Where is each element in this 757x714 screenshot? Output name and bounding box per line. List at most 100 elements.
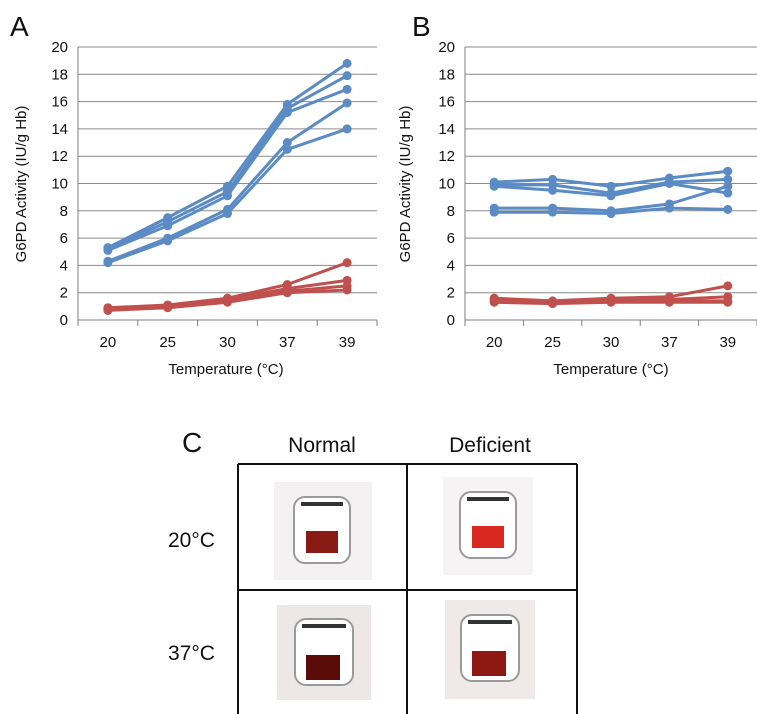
y-tick-label: 8 [60, 203, 68, 220]
x-tick-label: 20 [100, 334, 117, 351]
y-tick-label: 2 [447, 285, 455, 302]
x-tick-label: 30 [219, 334, 236, 351]
y-tick-label: 14 [51, 121, 68, 138]
chart-a-axes [77, 47, 378, 326]
y-tick-label: 10 [438, 176, 455, 193]
normal-data-point [282, 138, 292, 148]
y-tick-label: 2 [60, 285, 68, 302]
normal-data-point [163, 236, 173, 246]
x-tick-label: 37 [279, 334, 296, 351]
x-tick-label: 39 [339, 334, 356, 351]
x-tick-label: 25 [159, 334, 176, 351]
deficient-data-point [163, 303, 173, 313]
reagent-well [472, 526, 504, 548]
normal-data-point [342, 124, 352, 134]
reagent-well [306, 655, 340, 680]
normal-data-point [163, 221, 173, 231]
deficient-data-point [548, 299, 558, 309]
grid-lines [237, 463, 578, 714]
x-tick-label: 30 [603, 334, 620, 351]
row-label-37c: 37°C [168, 642, 215, 665]
col-header-deficient: Deficient [449, 434, 531, 457]
x-tick-label: 20 [486, 334, 503, 351]
test-card-deficient-20c [443, 477, 533, 575]
deficient-data-point [489, 297, 499, 307]
normal-data-point [548, 185, 558, 195]
normal-data-point [723, 204, 733, 214]
normal-data-point [548, 207, 558, 217]
chart-b: 0 2 4 6 8 10 12 14 16 18 20 20 25 30 37 39 Temperature… [397, 39, 757, 378]
test-card-normal-20c [274, 482, 372, 580]
deficient-data-point [103, 305, 113, 315]
normal-data-point [606, 209, 616, 219]
y-tick-label: 0 [60, 312, 68, 329]
normal-data-point [723, 166, 733, 176]
normal-data-point [282, 108, 292, 118]
normal-data-point [342, 58, 352, 68]
y-tick-label: 18 [51, 66, 68, 83]
normal-data-point [723, 174, 733, 184]
row-label-20c: 20°C [168, 529, 215, 552]
y-tick-label: 8 [447, 203, 455, 220]
deficient-data-point [342, 285, 352, 295]
deficient-data-point [723, 297, 733, 307]
panel-c-letter: C [182, 427, 202, 458]
normal-series-line [107, 87, 348, 252]
chart-a-y-ticks: 0 2 4 6 8 10 12 14 16 18 20 [51, 39, 68, 329]
x-tick-label: 37 [661, 334, 678, 351]
col-header-normal: Normal [288, 434, 356, 457]
normal-series-line [107, 62, 348, 250]
normal-data-point [664, 203, 674, 213]
normal-data-point [223, 191, 232, 201]
test-card-deficient-37c [445, 600, 535, 699]
deficient-data-point [664, 297, 674, 307]
y-tick-label: 4 [447, 257, 455, 274]
y-tick-label: 16 [438, 94, 455, 111]
y-tick-label: 18 [438, 66, 455, 83]
normal-data-point [723, 181, 733, 191]
chart-a: 0 2 4 6 8 10 12 14 16 18 20 20 25 30 37 39 Temperature… [13, 39, 378, 378]
chart-b-series [489, 166, 733, 309]
y-tick-label: 6 [447, 230, 455, 247]
panel-c-test-grid: Normal Deficient 20°C 37°C [168, 434, 578, 714]
y-tick-label: 10 [51, 176, 68, 193]
chart-a-series [103, 58, 352, 315]
x-tick-label: 39 [719, 334, 736, 351]
deficient-data-point [223, 297, 232, 307]
chart-a-y-label: G6PD Activity (IU/g Hb) [13, 106, 30, 263]
chart-a-x-label: Temperature (°C) [168, 361, 283, 378]
y-tick-label: 14 [438, 121, 455, 138]
chart-b-x-ticks: 20 25 30 37 39 [486, 334, 736, 351]
normal-data-point [664, 179, 674, 188]
y-tick-label: 6 [60, 230, 68, 247]
chart-a-x-ticks: 20 25 30 37 39 [100, 334, 356, 351]
panel-b-letter: B [412, 11, 431, 42]
deficient-data-point [282, 288, 292, 298]
deficient-data-point [723, 281, 733, 291]
deficient-data-point [342, 258, 352, 268]
normal-data-point [342, 98, 352, 108]
test-card-normal-37c [277, 605, 371, 700]
normal-data-point [223, 209, 232, 219]
y-tick-label: 16 [51, 94, 68, 111]
y-tick-label: 4 [60, 257, 68, 274]
chart-b-y-ticks: 0 2 4 6 8 10 12 14 16 18 20 [438, 39, 455, 329]
reagent-well [306, 531, 338, 553]
y-tick-label: 0 [447, 312, 455, 329]
normal-data-point [103, 245, 113, 255]
chart-b-axes [464, 47, 757, 326]
chart-b-y-label: G6PD Activity (IU/g Hb) [397, 106, 414, 263]
x-tick-label: 25 [544, 334, 561, 351]
y-tick-label: 20 [438, 39, 455, 56]
y-tick-label: 20 [51, 39, 68, 56]
y-tick-label: 12 [51, 148, 68, 165]
normal-data-point [103, 258, 113, 268]
chart-b-x-label: Temperature (°C) [553, 361, 668, 378]
chart-b-gridlines [465, 46, 757, 294]
normal-data-point [606, 181, 616, 191]
panel-a-letter: A [10, 11, 29, 42]
deficient-data-point [606, 297, 616, 307]
normal-data-point [489, 207, 499, 217]
normal-data-point [342, 84, 352, 94]
